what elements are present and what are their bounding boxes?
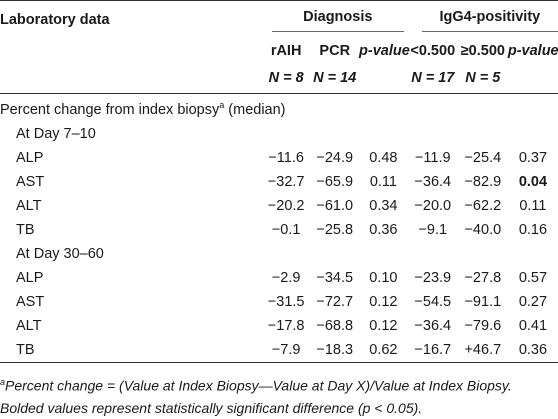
- sub-header-low: <0.500: [410, 43, 456, 59]
- table-cell: 0.04: [518, 174, 548, 190]
- table-cell: −16.7: [407, 338, 458, 363]
- section-title-suffix: (median): [228, 101, 286, 118]
- table-cell: 0.36: [369, 222, 398, 238]
- row-label: ALP: [16, 150, 44, 166]
- table-cell: −11.9: [414, 150, 451, 166]
- table-cell: −79.6: [464, 318, 502, 334]
- table-cell: −82.9: [464, 174, 502, 190]
- table-cell: −20.2: [267, 198, 305, 214]
- section-title: Percent change from index biopsya (media…: [0, 94, 558, 123]
- table-cell: −54.5: [414, 294, 452, 310]
- table-cell: 0.62: [359, 338, 408, 363]
- footnote-sup: a: [0, 377, 6, 387]
- group-header-igg4: IgG4-positivity: [407, 0, 558, 39]
- table-row: ALT −17.8 −68.8 0.12 −36.4 −79.6 0.41: [0, 314, 558, 338]
- table-cell: 0.57: [518, 270, 548, 286]
- table-cell: 0.11: [369, 174, 397, 190]
- table-cell: −65.9: [316, 174, 354, 190]
- row-label: AST: [16, 174, 45, 190]
- table-cell: −36.4: [414, 174, 452, 190]
- footnote: aPercent change = (Value at Index Biopsy…: [0, 371, 558, 419]
- group-header-diagnosis: Diagnosis: [261, 0, 408, 39]
- table-cell: −17.8: [267, 318, 305, 334]
- table-cell: 0.12: [369, 294, 398, 310]
- table-row: AST −31.5 −72.7 0.12 −54.5 −91.1 0.27: [0, 290, 558, 314]
- table-cell: −40.0: [464, 222, 502, 238]
- table-row: AST −32.7 −65.9 0.11 −36.4 −82.9 0.04: [0, 170, 558, 194]
- table-cell: −18.3: [310, 338, 360, 363]
- table-cell: 0.48: [369, 150, 398, 166]
- group-label: At Day 7–10: [16, 126, 96, 142]
- table-cell: 0.36: [507, 338, 558, 363]
- n-blank: [507, 63, 558, 94]
- footnote-line-2: Bolded values represent statistically si…: [0, 399, 423, 416]
- table-cell: 0.37: [518, 150, 548, 166]
- table-cell: 0.11: [519, 198, 547, 214]
- sub-header-pvalue-igg4: p-value: [507, 43, 558, 59]
- table-cell: −20.0: [414, 198, 452, 214]
- row-label: ALT: [16, 318, 42, 334]
- table-cell: −0.1: [271, 222, 301, 238]
- empty-header-cell: [0, 63, 262, 94]
- table-row: ALP −11.6 −24.9 0.48 −11.9 −25.4 0.37: [0, 146, 558, 170]
- table-cell: 0.16: [518, 222, 548, 238]
- footnote-text-1: Percent change = (Value at Index Biopsy—…: [5, 377, 512, 394]
- table-cell: 0.10: [369, 270, 398, 286]
- table-cell: −7.9: [261, 338, 311, 363]
- igg4-label: IgG4-positivity: [421, 9, 558, 32]
- table-cell: −23.9: [414, 270, 452, 286]
- n-low: N = 17: [407, 63, 458, 94]
- footnote-line-1: aPercent change = (Value at Index Biopsy…: [0, 371, 558, 397]
- n-pcr: N = 14: [310, 63, 360, 94]
- row-label: ALT: [16, 198, 42, 214]
- table-cell: −9.1: [418, 222, 448, 238]
- sub-header-raih: rAIH: [270, 43, 302, 59]
- n-raih: N = 8: [261, 63, 311, 94]
- empty-header-cell: [0, 39, 262, 63]
- section-title-sup: a: [219, 100, 225, 111]
- table-cell: +46.7: [457, 338, 508, 363]
- col-lab-header: Laboratory data: [0, 0, 262, 39]
- row-label: TB: [0, 338, 262, 363]
- table-cell: −36.4: [414, 318, 452, 334]
- table-cell: −91.1: [464, 294, 502, 310]
- table-cell: −32.7: [267, 174, 305, 190]
- lab-data-table: Laboratory data Diagnosis IgG4-positivit…: [0, 0, 558, 363]
- group-label: At Day 30–60: [16, 246, 104, 262]
- sub-header-pcr: PCR: [319, 43, 351, 59]
- row-label: ALP: [16, 270, 44, 286]
- table-cell: −62.2: [464, 198, 502, 214]
- table-cell: −72.7: [316, 294, 354, 310]
- group-label-row: At Day 30–60: [0, 242, 558, 266]
- sub-header-high: ≥0.500: [460, 43, 505, 59]
- table-row: ALT −20.2 −61.0 0.34 −20.0 −62.2 0.11: [0, 194, 558, 218]
- table-cell: −2.9: [271, 270, 301, 286]
- table-cell: −25.8: [316, 222, 354, 238]
- n-blank: [359, 63, 408, 94]
- n-high: N = 5: [457, 63, 508, 94]
- table-cell: −27.8: [464, 270, 502, 286]
- table-cell: −61.0: [316, 198, 354, 214]
- table-row: ALP −2.9 −34.5 0.10 −23.9 −27.8 0.57: [0, 266, 558, 290]
- table-cell: −25.4: [464, 150, 502, 166]
- table-cell: 0.34: [369, 198, 398, 214]
- table-cell: −11.6: [268, 150, 304, 166]
- row-label: TB: [16, 222, 35, 238]
- table-cell: 0.27: [518, 294, 548, 310]
- table-cell: 0.12: [369, 318, 398, 334]
- row-label: AST: [16, 294, 45, 310]
- table-cell: 0.41: [518, 318, 548, 334]
- table-row: TB −7.9 −18.3 0.62 −16.7 +46.7 0.36: [0, 338, 558, 363]
- table-cell: −68.8: [316, 318, 354, 334]
- section-title-text: Percent change from index biopsy: [0, 101, 220, 118]
- table-cell: −24.9: [316, 150, 354, 166]
- table-row: TB −0.1 −25.8 0.36 −9.1 −40.0 0.16: [0, 218, 558, 242]
- sub-header-pvalue-diag: p-value: [359, 43, 410, 59]
- diagnosis-label: Diagnosis: [271, 9, 404, 32]
- table-cell: −34.5: [316, 270, 354, 286]
- group-label-row: At Day 7–10: [0, 122, 558, 146]
- table-cell: −31.5: [267, 294, 305, 310]
